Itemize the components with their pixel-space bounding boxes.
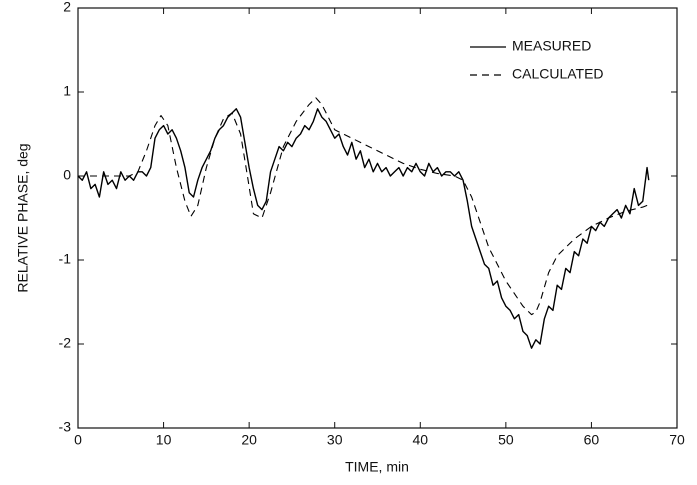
- legend-label: MEASURED: [512, 38, 591, 54]
- x-tick-label: 10: [156, 432, 172, 448]
- x-tick-label: 70: [669, 432, 685, 448]
- x-tick-label: 30: [327, 432, 343, 448]
- y-tick-label: -1: [59, 251, 72, 267]
- x-tick-label: 20: [241, 432, 257, 448]
- y-tick-label: 1: [63, 83, 71, 99]
- data-line: [78, 97, 652, 316]
- y-tick-label: 2: [63, 0, 71, 15]
- x-axis-label: TIME, min: [345, 459, 409, 475]
- data-line: [77, 108, 650, 349]
- x-tick-label: 0: [74, 432, 82, 448]
- y-tick-label: -3: [59, 419, 72, 435]
- plot-frame: [77, 7, 678, 429]
- x-tick-label: 40: [412, 432, 428, 448]
- y-tick-label: -2: [59, 335, 72, 351]
- legend-label: CALCULATED: [512, 66, 604, 82]
- y-axis-label: RELATIVE PHASE, deg: [15, 143, 31, 292]
- x-tick-label: 60: [584, 432, 600, 448]
- y-tick-label: 0: [63, 167, 71, 183]
- x-tick-label: 50: [498, 432, 514, 448]
